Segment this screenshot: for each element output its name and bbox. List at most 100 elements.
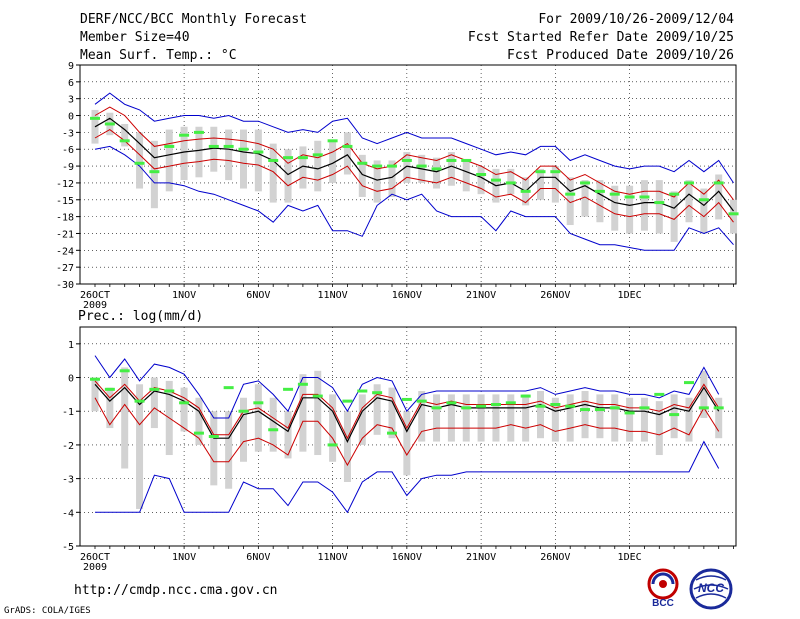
precip-range-box <box>566 394 574 442</box>
temp-marker <box>535 170 546 174</box>
temp-range-box <box>373 160 381 203</box>
precip-marker <box>446 401 457 405</box>
precip-marker <box>609 406 620 410</box>
bcc-logo: BCC <box>640 566 686 610</box>
precip-range-box <box>418 391 426 442</box>
precip-range-box <box>180 387 188 432</box>
temp-marker <box>149 170 160 174</box>
temp-marker <box>654 201 665 205</box>
precip-marker <box>698 406 709 410</box>
temp-marker <box>283 156 294 160</box>
temp-min-line <box>94 145 734 251</box>
temp-xtick-sublabel: 2009 <box>83 300 107 311</box>
precip-marker <box>342 399 353 403</box>
temp-marker <box>90 116 100 120</box>
temp-plot-frame <box>79 64 737 285</box>
precip-min-line <box>95 440 720 514</box>
temp-ytick-label: -6 <box>62 145 74 156</box>
precip-marker <box>149 387 160 391</box>
temp-range-box <box>225 129 233 181</box>
precip-range-box <box>210 411 218 486</box>
temp-xtick-label: 26NOV <box>540 290 570 301</box>
precip-range-box <box>314 370 322 456</box>
temp-marker <box>684 181 694 185</box>
forecast-produced-date: Fcst Produced Date 2009/10/26 <box>507 48 734 63</box>
temp-range-box <box>180 126 188 181</box>
precip-xtick-label: 21NOV <box>466 552 496 563</box>
precip-marker <box>312 394 323 398</box>
temp-marker <box>134 161 145 165</box>
precip-xtick-sublabel: 2009 <box>83 562 107 573</box>
temp-ytick-label: -30 <box>56 280 74 291</box>
precip-range-box <box>299 374 307 452</box>
precip-marker <box>624 411 635 415</box>
precip-marker <box>461 406 472 410</box>
precip-range-box <box>581 391 589 439</box>
temp-ytick-label: 6 <box>68 78 74 89</box>
temp-marker <box>431 167 442 171</box>
precip-range-box <box>640 397 648 442</box>
precip-range-box <box>670 394 678 439</box>
temp-xtick-label: 1DEC <box>618 290 642 301</box>
temp-marker <box>357 161 368 165</box>
precip-marker <box>565 404 576 408</box>
temp-ytick-label: -15 <box>56 196 74 207</box>
precip-marker <box>193 431 204 435</box>
temp-range-box <box>611 185 619 231</box>
temp-marker <box>698 198 709 202</box>
precip-marker <box>520 394 531 398</box>
precip-range-box <box>136 384 144 509</box>
source-url[interactable]: http://cmdp.ncc.cma.gov.cn <box>74 583 278 598</box>
precip-max-line <box>94 355 720 419</box>
temp-marker <box>416 164 427 168</box>
precip-range-box <box>254 384 262 452</box>
temp-marker <box>253 150 264 154</box>
precip-marker <box>639 406 650 410</box>
temp-xtick-label: 26OCT <box>80 290 110 301</box>
temp-range-box <box>462 160 470 192</box>
precip-range-box <box>225 411 233 489</box>
temp-marker <box>594 189 605 193</box>
precip-marker <box>490 402 501 406</box>
temp-marker <box>342 144 353 148</box>
precip-range-box <box>388 387 396 439</box>
precip-marker <box>580 408 591 412</box>
temp-marker <box>669 192 680 196</box>
temp-range-box <box>730 199 738 234</box>
temp-range-box <box>254 129 262 192</box>
temp-range-box <box>269 143 277 203</box>
temp-marker <box>624 195 635 199</box>
member-size: Member Size=40 <box>80 30 190 45</box>
precip-xtick-label: 6NOV <box>246 552 270 563</box>
precip-marker <box>357 389 368 393</box>
temp-marker <box>490 178 501 182</box>
temp-marker <box>713 181 724 185</box>
temp-range-box <box>358 154 366 197</box>
temp-range-box <box>284 149 292 203</box>
temp-ytick-label: -18 <box>56 213 74 224</box>
precip-range-box <box>477 394 485 442</box>
precip-range-box <box>492 394 500 442</box>
precip-xtick-label: 26NOV <box>540 552 570 563</box>
precip-range-box <box>358 394 366 445</box>
temp-marker <box>609 192 620 196</box>
temp-range-box <box>537 168 544 200</box>
temp-marker <box>387 164 397 168</box>
temp-range-box <box>195 126 203 178</box>
precip-marker <box>550 402 561 406</box>
precip-ytick-label: -3 <box>62 475 74 486</box>
precip-marker <box>431 406 442 410</box>
temp-ytick-label: -27 <box>56 263 74 274</box>
precip-range-box <box>537 391 544 439</box>
temp-range-box <box>670 191 678 242</box>
temp-upper-spread-line <box>94 106 734 201</box>
temp-range-box <box>388 160 396 197</box>
precip-marker <box>327 443 338 447</box>
temp-ytick-label: 3 <box>68 95 74 106</box>
temp-marker <box>297 156 308 160</box>
temp-marker <box>728 212 739 216</box>
precip-marker <box>268 428 279 432</box>
precip-xtick-label: 26OCT <box>80 552 110 563</box>
temp-range-box <box>581 180 589 217</box>
bcc-logo-text: BCC <box>652 598 674 609</box>
